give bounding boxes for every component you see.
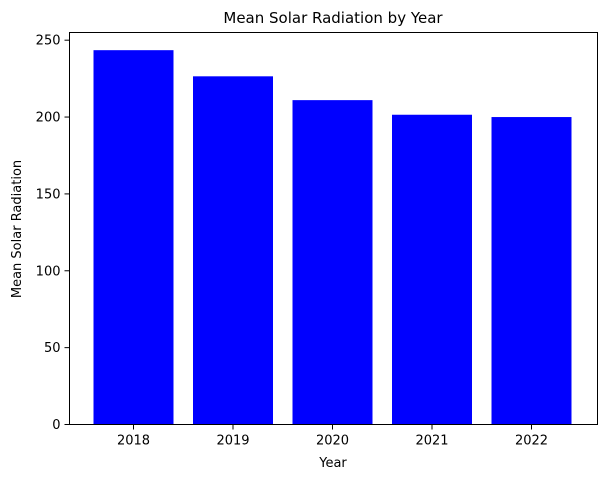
bar-2020 [292,100,373,425]
x-tick-label-2019: 2019 [216,434,249,449]
y-axis-label: Mean Solar Radiation [10,160,25,298]
y-tick-label: 50 [44,341,61,356]
x-tick-label-2018: 2018 [117,434,150,449]
bar-2022 [491,117,572,425]
bars-group [93,50,572,425]
bar-2019 [193,76,273,425]
plot-frame [69,32,598,425]
y-tick-label: 200 [36,111,61,126]
y-tick-label: 100 [36,264,61,279]
y-tick-label: 250 [36,34,61,49]
y-tick-label: 150 [36,187,61,202]
x-tick-label-2022: 2022 [515,434,548,449]
x-axis-ticks: 2018 2019 2020 2021 2022 [117,424,548,449]
chart-title: Mean Solar Radiation by Year [223,9,443,27]
x-tick-label-2021: 2021 [415,434,448,449]
bar-2021 [392,114,472,425]
x-tick-label-2020: 2020 [316,434,349,449]
y-axis-ticks: 0 50 100 150 200 250 [36,34,70,433]
x-axis-label: Year [318,456,347,471]
y-tick-label: 0 [52,418,60,433]
bar-2018 [93,50,174,425]
